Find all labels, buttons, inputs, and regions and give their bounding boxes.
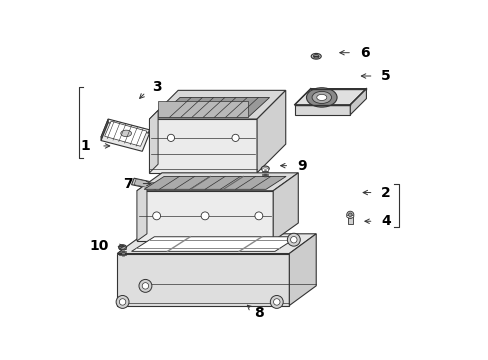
Circle shape [287,233,300,246]
Text: 10: 10 [89,239,109,253]
Circle shape [152,212,160,220]
Ellipse shape [346,215,353,218]
Circle shape [270,296,283,309]
Text: 2: 2 [381,185,390,199]
Polygon shape [144,176,285,189]
Text: 8: 8 [253,306,263,320]
Circle shape [167,134,174,141]
Polygon shape [158,98,269,117]
Circle shape [119,299,125,305]
Circle shape [254,212,262,220]
Polygon shape [137,173,298,191]
Ellipse shape [311,91,331,103]
Polygon shape [134,179,158,189]
Circle shape [139,279,152,292]
Circle shape [346,211,353,219]
Polygon shape [149,111,158,173]
Polygon shape [117,234,316,253]
Circle shape [273,299,280,305]
Text: 1: 1 [80,139,90,153]
Polygon shape [294,105,349,115]
Polygon shape [158,101,247,117]
Circle shape [231,134,239,141]
Polygon shape [149,90,285,119]
Ellipse shape [120,246,125,249]
Circle shape [348,213,351,217]
Text: 5: 5 [381,69,390,83]
Text: 7: 7 [123,177,133,190]
Text: 3: 3 [151,80,161,94]
Circle shape [201,212,208,220]
Ellipse shape [316,94,326,100]
Polygon shape [117,253,289,306]
Polygon shape [101,119,149,148]
Polygon shape [104,121,147,146]
Polygon shape [131,237,297,251]
Text: 4: 4 [381,214,390,228]
Text: 6: 6 [359,46,369,60]
Polygon shape [257,90,285,173]
Text: 9: 9 [296,159,306,173]
Polygon shape [347,216,352,224]
Polygon shape [101,119,108,140]
Circle shape [116,296,129,309]
Ellipse shape [261,166,269,171]
Circle shape [142,283,148,289]
Ellipse shape [306,88,336,107]
Polygon shape [131,178,159,190]
Ellipse shape [121,130,131,136]
Polygon shape [289,234,316,306]
Polygon shape [101,123,149,151]
Circle shape [290,237,296,243]
Ellipse shape [262,168,268,172]
Polygon shape [294,89,366,105]
Ellipse shape [310,53,321,59]
Ellipse shape [313,54,319,58]
Polygon shape [349,89,366,115]
Polygon shape [149,119,257,173]
Polygon shape [137,184,147,241]
Polygon shape [273,173,298,241]
Polygon shape [137,191,273,241]
Ellipse shape [119,245,126,250]
